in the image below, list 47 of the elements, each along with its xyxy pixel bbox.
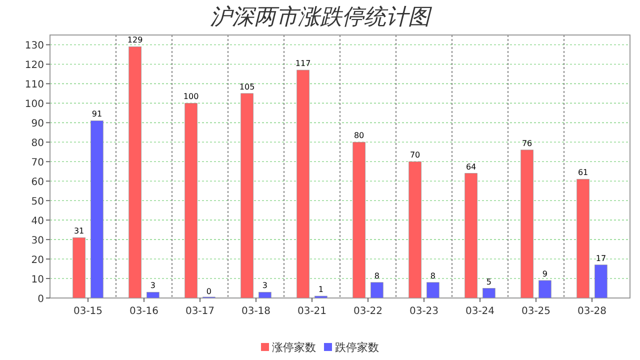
x-tick-label: 03-16 — [129, 306, 159, 317]
x-tick-label: 03-18 — [241, 306, 271, 317]
y-tick-label: 0 — [38, 294, 44, 305]
y-tick-label: 60 — [31, 177, 44, 188]
data-label: 8 — [430, 271, 436, 280]
data-label: 105 — [239, 82, 255, 92]
data-label: 5 — [486, 277, 492, 286]
data-label: 3 — [262, 281, 268, 290]
y-tick-label: 80 — [31, 138, 44, 150]
data-label: 129 — [127, 36, 143, 45]
data-label: 61 — [578, 168, 588, 178]
data-label: 70 — [410, 150, 420, 160]
x-tick-label: 03-24 — [465, 306, 495, 317]
x-tick-label: 03-15 — [73, 306, 103, 317]
y-tick-label: 70 — [31, 158, 44, 169]
data-label: 64 — [466, 162, 476, 172]
x-tick-label: 03-23 — [409, 306, 439, 317]
y-tick-label: 90 — [31, 118, 44, 130]
data-label: 117 — [295, 59, 311, 68]
x-tick-label: 03-21 — [297, 306, 327, 317]
data-label: 1 — [318, 285, 324, 294]
data-label: 100 — [183, 92, 199, 102]
x-tick-label: 03-22 — [353, 306, 383, 317]
data-label: 3 — [150, 281, 156, 290]
data-label: 80 — [354, 131, 364, 140]
y-tick-label: 120 — [24, 60, 44, 72]
y-tick-label: 20 — [31, 255, 44, 266]
data-label: 17 — [596, 254, 606, 263]
legend-label: 跌停家数 — [335, 341, 379, 354]
data-label: 91 — [92, 110, 102, 119]
data-label: 9 — [542, 269, 548, 278]
y-tick-label: 100 — [24, 99, 44, 110]
y-tick-label: 30 — [31, 236, 44, 247]
x-tick-label: 03-25 — [521, 306, 551, 317]
y-tick-label: 130 — [24, 40, 44, 52]
y-tick-label: 10 — [31, 274, 44, 286]
chart-title: 沪深两市涨跌停统计图 — [210, 5, 433, 30]
y-tick-label: 40 — [31, 216, 44, 228]
legend-label: 涨停家数 — [272, 341, 316, 354]
data-label: 76 — [522, 138, 532, 148]
x-tick-label: 03-17 — [185, 306, 215, 317]
data-label: 31 — [74, 226, 84, 236]
x-tick-label: 03-28 — [577, 306, 607, 317]
y-tick-label: 110 — [24, 80, 44, 91]
data-label: 8 — [374, 271, 380, 280]
y-tick-label: 50 — [31, 196, 44, 208]
data-label: 0 — [206, 287, 212, 296]
